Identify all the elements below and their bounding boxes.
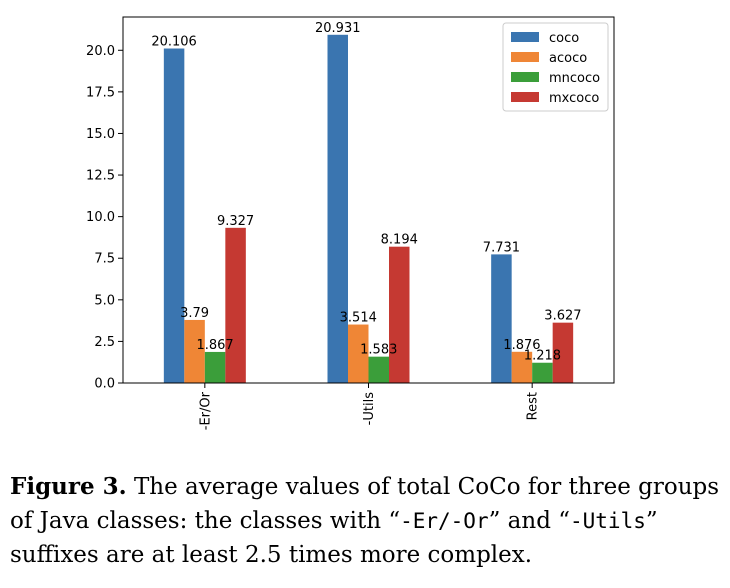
y-tick-label: 10.0 <box>86 210 115 225</box>
legend-box <box>502 22 609 112</box>
y-axis: 0.0 2.5 5.0 7.5 10.0 12.5 15.0 17.5 20.0 <box>86 44 123 392</box>
bar-chart: 20.106 20.931 7.731 3.79 3.514 1.876 1.867 1.58… <box>86 16 615 430</box>
bar-mxcoco-1 <box>389 246 410 383</box>
legend-swatch-acoco <box>511 52 539 62</box>
value-label-mxcoco-1: 8.194 <box>381 233 418 248</box>
bar-coco-2 <box>491 254 512 383</box>
value-label-mncoco-1: 1.583 <box>360 343 397 358</box>
bar-coco-0 <box>163 48 185 383</box>
caption-code-1: -Er/-Or <box>400 509 489 533</box>
value-labels-group: 20.106 20.931 7.731 3.79 3.514 1.876 1.867 1.58… <box>151 21 581 364</box>
value-label-mncoco-2: 1.218 <box>524 349 561 364</box>
y-tick-label: 7.5 <box>94 252 115 267</box>
x-tick-label: -Utils <box>362 392 377 426</box>
legend-label-mxcoco: mxcoco <box>549 91 599 106</box>
legend-label-acoco: acoco <box>549 51 587 66</box>
bar-mncoco-2 <box>532 362 553 383</box>
value-label-coco-1: 20.931 <box>315 21 361 36</box>
value-label-acoco-0: 3.79 <box>180 306 209 321</box>
y-tick-label: 0.0 <box>94 377 115 392</box>
caption-label: Figure 3. <box>10 473 127 500</box>
y-tick-label: 15.0 <box>86 127 115 142</box>
legend-label-coco: coco <box>549 31 579 46</box>
value-label-mxcoco-2: 3.627 <box>544 309 581 324</box>
value-label-coco-0: 20.106 <box>151 35 197 50</box>
value-label-mxcoco-0: 9.327 <box>217 214 254 229</box>
bars-group <box>163 34 574 383</box>
legend-swatch-coco <box>511 32 539 42</box>
bar-mxcoco-0 <box>225 227 246 383</box>
value-label-acoco-1: 3.514 <box>340 311 377 326</box>
y-tick-label: 12.5 <box>86 169 115 184</box>
bar-acoco-0 <box>184 319 205 383</box>
x-tick-label: Rest <box>526 392 541 420</box>
caption-code-2: -Utils <box>570 509 646 533</box>
caption-text-1: The average values of total CoCo for thr… <box>10 474 720 534</box>
legend-swatch-mxcoco <box>511 92 539 102</box>
legend-swatch-mncoco <box>511 72 539 82</box>
y-tick-label: 2.5 <box>94 335 115 350</box>
x-axis: -Er/Or -Utils Rest <box>198 383 541 430</box>
x-tick-label: -Er/Or <box>198 391 213 430</box>
bar-acoco-2 <box>511 351 533 383</box>
caption-text-2: ” and “ <box>488 508 570 534</box>
legend: coco acoco mncoco mxcoco <box>502 22 609 112</box>
value-label-mncoco-0: 1.867 <box>196 338 233 353</box>
y-tick-label: 17.5 <box>86 85 115 100</box>
caption-text-3: ” suffixes are at least 2.5 times more c… <box>10 508 658 568</box>
value-label-coco-2: 7.731 <box>483 240 520 255</box>
bar-mncoco-1 <box>368 356 389 383</box>
plot-frame <box>122 16 615 384</box>
figure-caption: Figure 3. The average values of total Co… <box>10 470 722 572</box>
bar-mxcoco-2 <box>552 322 574 383</box>
bar-acoco-1 <box>348 324 369 383</box>
bar-coco-1 <box>327 34 348 383</box>
y-tick-label: 20.0 <box>86 44 115 59</box>
y-tick-label: 5.0 <box>94 293 115 308</box>
legend-label-mncoco: mncoco <box>549 71 600 86</box>
value-label-acoco-2: 1.876 <box>503 338 540 353</box>
bar-mncoco-0 <box>204 351 226 383</box>
